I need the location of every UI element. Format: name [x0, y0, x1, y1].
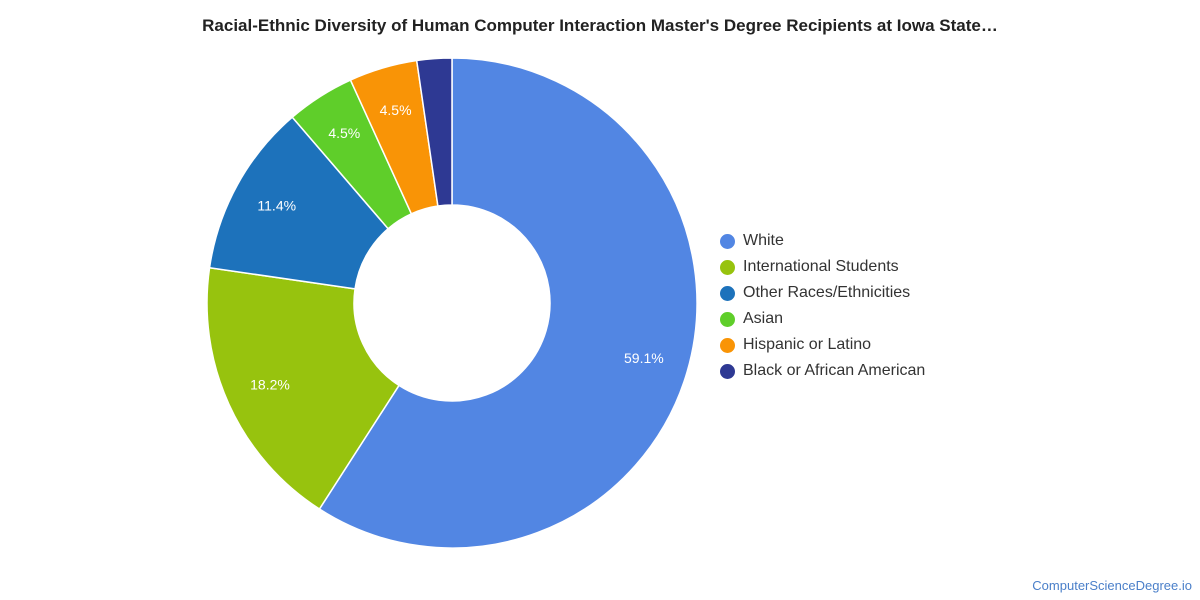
legend-swatch — [720, 285, 735, 301]
slice-label: 18.2% — [250, 377, 290, 393]
slice-white — [318, 57, 698, 549]
legend-label: Asian — [743, 310, 784, 327]
legend-swatch — [720, 363, 735, 379]
legend-item: International Students — [720, 254, 925, 280]
legend-label: Other Races/Ethnicities — [743, 284, 911, 301]
legend-swatch — [720, 337, 735, 353]
legend-item: Black or African American — [720, 358, 925, 384]
slice-international-students — [206, 266, 401, 511]
legend-item: White — [720, 228, 925, 254]
slice-label: 11.4% — [257, 197, 296, 213]
legend-swatch — [720, 311, 735, 327]
legend-item: Asian — [720, 306, 925, 332]
legend-label: Black or African American — [743, 362, 926, 379]
slice-label: 4.5% — [328, 125, 360, 141]
source-watermark: ComputerScienceDegree.io — [1032, 578, 1192, 593]
chart-legend: White International Students Other Races/E… — [720, 228, 925, 384]
legend-label: Hispanic or Latino — [743, 336, 872, 353]
legend-swatch — [720, 259, 735, 275]
chart-title: Racial-Ethnic Diversity of Human Compute… — [202, 16, 998, 35]
legend-item: Other Races/Ethnicities — [720, 280, 925, 306]
slice-black-or-african-american — [415, 57, 453, 207]
slice-other-races-ethnicities — [208, 116, 390, 290]
legend-label: White — [743, 232, 784, 249]
legend-label: International Students — [743, 258, 899, 275]
slice-label: 59.1% — [624, 350, 664, 366]
slice-label: 4.5% — [380, 102, 412, 118]
legend-item: Hispanic or Latino — [720, 332, 925, 358]
legend-swatch — [720, 233, 735, 249]
